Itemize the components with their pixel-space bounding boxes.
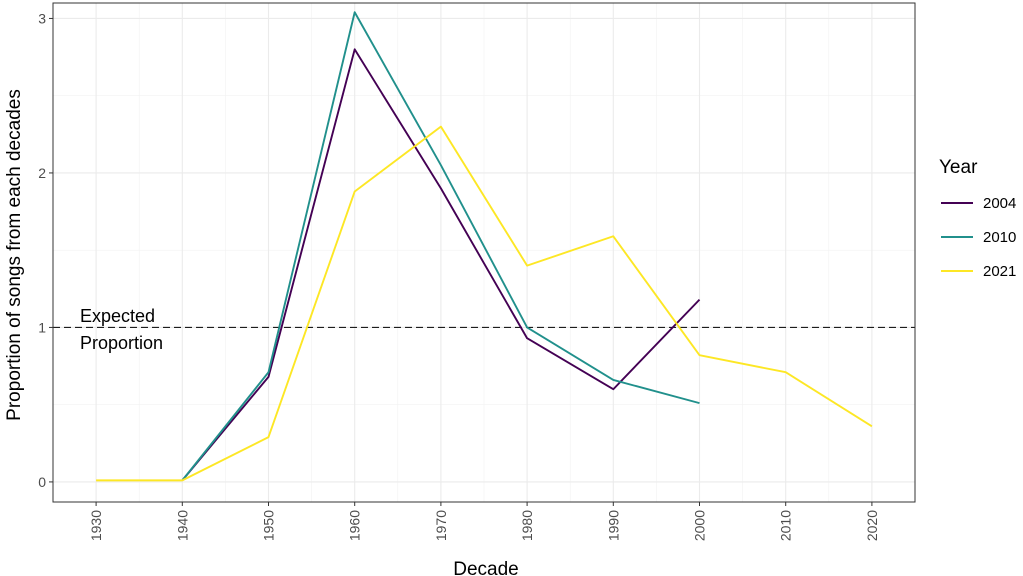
minor-grid-x <box>138 3 830 502</box>
x-tick-label-1950: 1950 <box>261 510 277 541</box>
x-tick-label-1990: 1990 <box>605 510 621 541</box>
legend-label-2010: 2010 <box>983 229 1016 246</box>
series-lines <box>96 11 873 482</box>
plot-panel-border <box>52 2 916 503</box>
x-tick-label-2000: 2000 <box>692 510 708 541</box>
x-tick-label-1930: 1930 <box>88 510 104 541</box>
minor-grid-y <box>53 95 915 405</box>
x-tick-label-1940: 1940 <box>174 510 190 541</box>
legend-label-2021: 2021 <box>983 263 1016 280</box>
y-axis: 0 1 2 3 <box>38 10 53 490</box>
x-tick-label-1960: 1960 <box>347 510 363 541</box>
series-line-2010 <box>181 11 700 481</box>
legend-title: Year <box>939 157 978 178</box>
legend-label-2004: 2004 <box>983 195 1016 212</box>
x-tick-label-2010: 2010 <box>778 510 794 541</box>
series-line-2004 <box>181 48 701 481</box>
y-axis-title: Proportion of songs from each decades <box>4 89 25 421</box>
x-axis-title: Decade <box>453 559 519 576</box>
x-tick-label-2020: 2020 <box>864 510 880 541</box>
y-tick-label-0: 0 <box>38 474 46 490</box>
y-tick-label-2: 2 <box>38 165 46 181</box>
legend: Year 2004 2010 2021 <box>939 157 1016 280</box>
major-grid-x <box>95 3 873 502</box>
y-tick-label-1: 1 <box>38 319 46 335</box>
y-tick-label-3: 3 <box>38 10 46 26</box>
expected-label-line1: Expected <box>80 306 155 326</box>
x-axis: 1930 1940 1950 1960 1970 1980 1990 2000 2010 2020 <box>88 502 880 541</box>
expected-label-line2: Proportion <box>80 333 163 353</box>
x-tick-label-1980: 1980 <box>519 510 535 541</box>
x-tick-label-1970: 1970 <box>433 510 449 541</box>
series-line-2021 <box>96 125 873 482</box>
